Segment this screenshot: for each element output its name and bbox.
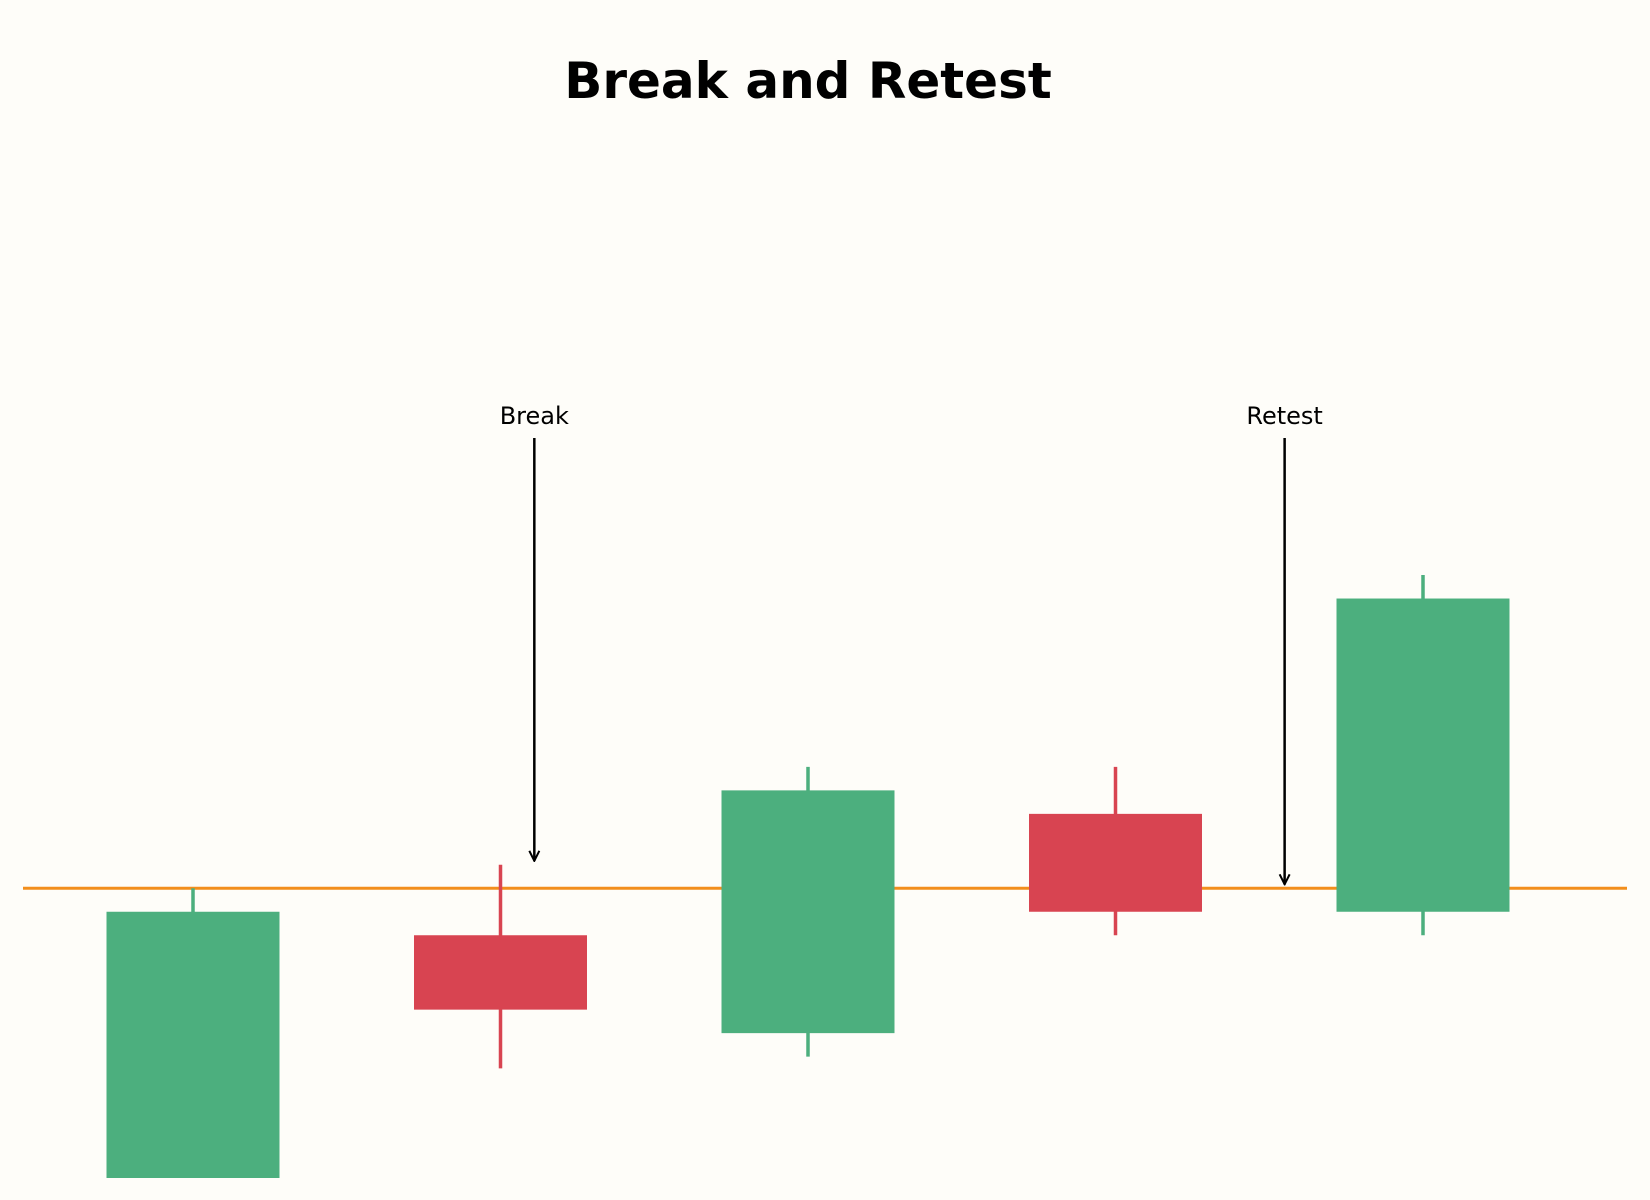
plot-area: Break Retest <box>23 402 1627 1178</box>
candle-body <box>1029 813 1202 912</box>
candle-body <box>106 911 280 1178</box>
annotation-label: Retest <box>1246 402 1322 430</box>
candle-body <box>1336 598 1510 912</box>
chart-title: Break and Retest <box>564 52 1052 110</box>
annotation-label: Break <box>500 402 569 430</box>
candle-body <box>721 790 895 1034</box>
candle-body <box>414 935 587 1010</box>
